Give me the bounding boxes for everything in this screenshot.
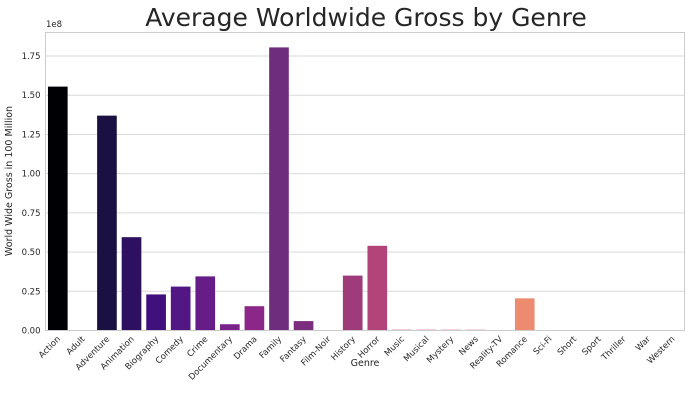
bar-animation <box>121 237 142 331</box>
y-tick-label: 1.25 <box>22 130 41 140</box>
x-tick-label: Sci-Fi <box>532 335 555 358</box>
y-axis-ticks: 0.00 0.25 0.50 0.75 1.00 1.25 1.50 1.75 <box>22 52 41 336</box>
x-tick-label: Mystery <box>425 335 456 366</box>
gridlines <box>45 55 685 331</box>
bar-horror <box>367 245 388 331</box>
x-tick-label: War <box>634 334 653 353</box>
bar-comedy <box>170 286 191 331</box>
y-multiplier-label: 1e8 <box>46 20 62 30</box>
y-axis-title: World Wide Gross in 100 Million <box>4 106 15 256</box>
chart-title: Average Worldwide Gross by Genre <box>145 3 587 32</box>
y-tick-label: 1.75 <box>22 52 41 62</box>
bars <box>47 47 560 331</box>
bar-documentary <box>219 324 240 331</box>
plot-frame <box>45 32 685 331</box>
bar-romance <box>514 298 535 331</box>
x-tick-label: Short <box>556 334 580 358</box>
x-tick-label: Action <box>37 335 63 361</box>
bar-action <box>47 86 68 331</box>
y-tick-label: 0.00 <box>22 327 41 337</box>
y-tick-label: 0.50 <box>22 248 41 258</box>
y-tick-label: 0.25 <box>22 287 41 297</box>
x-tick-label: Drama <box>232 335 259 362</box>
bar-adventure <box>97 115 117 331</box>
bar-fantasy <box>293 321 314 331</box>
bar-drama <box>244 306 265 331</box>
y-tick-label: 0.75 <box>22 209 41 219</box>
bar-history <box>342 275 363 331</box>
x-tick-label: Documentary <box>187 335 235 383</box>
y-tick-label: 1.50 <box>22 91 41 101</box>
bar-biography <box>146 294 166 331</box>
x-axis-title: Genre <box>351 358 380 369</box>
x-tick-label: Horror <box>356 334 382 360</box>
x-tick-label: Thriller <box>599 334 628 363</box>
bar-crime <box>195 276 216 331</box>
y-tick-label: 1.00 <box>22 170 41 180</box>
bar-family <box>269 47 289 331</box>
